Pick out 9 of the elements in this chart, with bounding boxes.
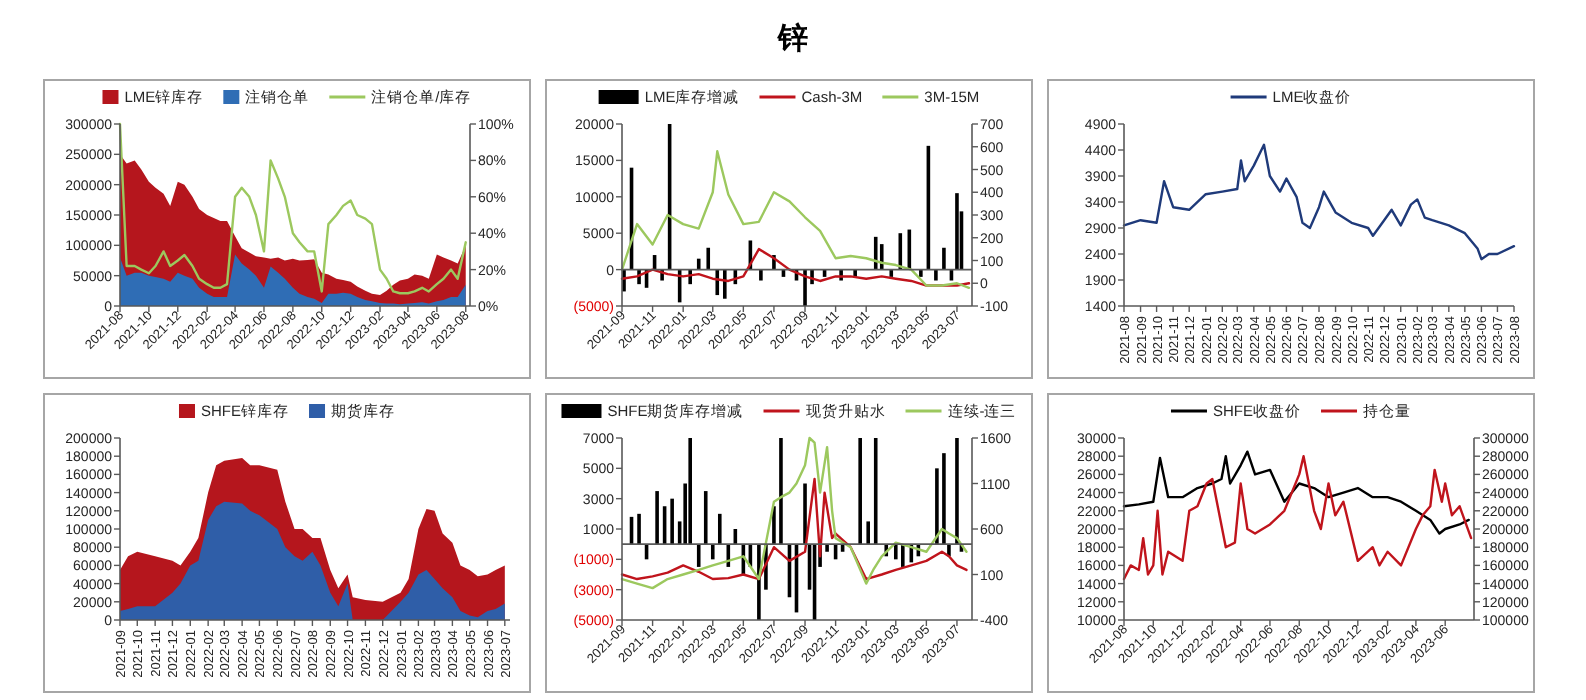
line-series [118,122,467,295]
line-series [620,150,971,289]
chart-title: 锌 [776,22,808,56]
line-series [1122,450,1470,535]
line-series [620,247,971,287]
line-series [1122,143,1516,261]
line-series [620,477,968,581]
line-series [620,436,968,590]
line-series [1122,455,1473,581]
